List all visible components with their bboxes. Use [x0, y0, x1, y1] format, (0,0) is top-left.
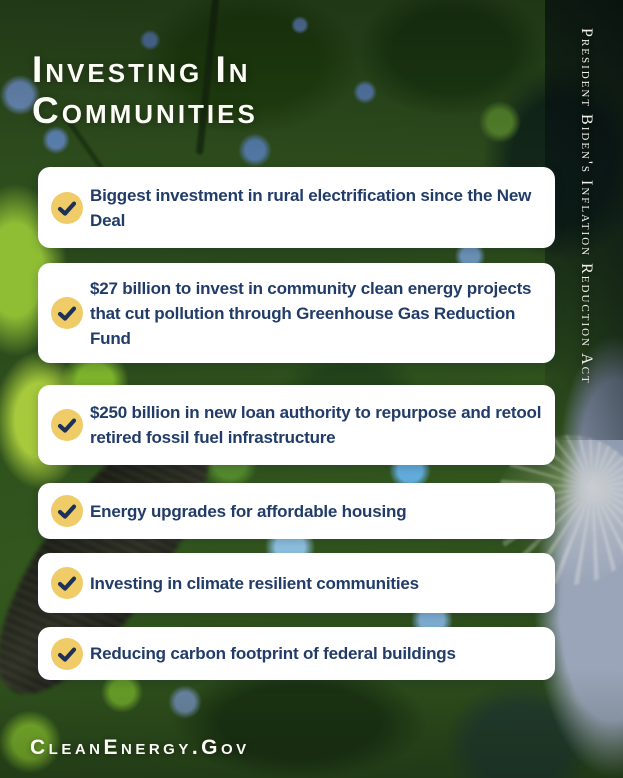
check-circle — [51, 297, 83, 329]
list-item: Energy upgrades for affordable housing — [38, 483, 555, 539]
card-text: Investing in climate resilient communiti… — [90, 573, 419, 593]
card-text: $250 billion in new loan authority to re… — [90, 403, 542, 447]
card-text: Biggest investment in rural electrificat… — [90, 185, 532, 230]
card-text: Reducing carbon footprint of federal bui… — [90, 644, 456, 663]
check-icon — [51, 297, 83, 329]
check-icon — [51, 409, 83, 441]
check-mark — [57, 647, 77, 662]
card-text: $27 billion to invest in community clean… — [90, 278, 532, 348]
check-circle — [51, 191, 83, 224]
list-item: $250 billion in new loan authority to re… — [38, 385, 555, 465]
check-circle — [51, 495, 83, 527]
check-icon — [51, 637, 83, 670]
check-mark — [57, 576, 77, 591]
check-mark — [57, 201, 77, 216]
check-mark — [57, 504, 77, 519]
check-circle — [51, 409, 83, 441]
check-icon — [51, 567, 83, 599]
vertical-banner-text: President Biden's Inflation Reduction Ac… — [578, 28, 595, 385]
card-text: Energy upgrades for affordable housing — [90, 501, 407, 521]
site-link: CleanEnergy.Gov — [30, 736, 250, 759]
page-title: Investing In Communities — [32, 49, 258, 131]
right-edge-shading — [545, 0, 623, 440]
check-mark — [57, 306, 77, 321]
list-item: Biggest investment in rural electrificat… — [38, 167, 555, 248]
check-circle — [51, 637, 83, 670]
check-icon — [51, 191, 83, 224]
check-mark — [57, 418, 77, 433]
list-item: $27 billion to invest in community clean… — [38, 263, 555, 363]
list-item: Reducing carbon footprint of federal bui… — [38, 627, 555, 680]
check-circle — [51, 567, 83, 599]
list-item: Investing in climate resilient communiti… — [38, 553, 555, 613]
check-icon — [51, 495, 83, 527]
